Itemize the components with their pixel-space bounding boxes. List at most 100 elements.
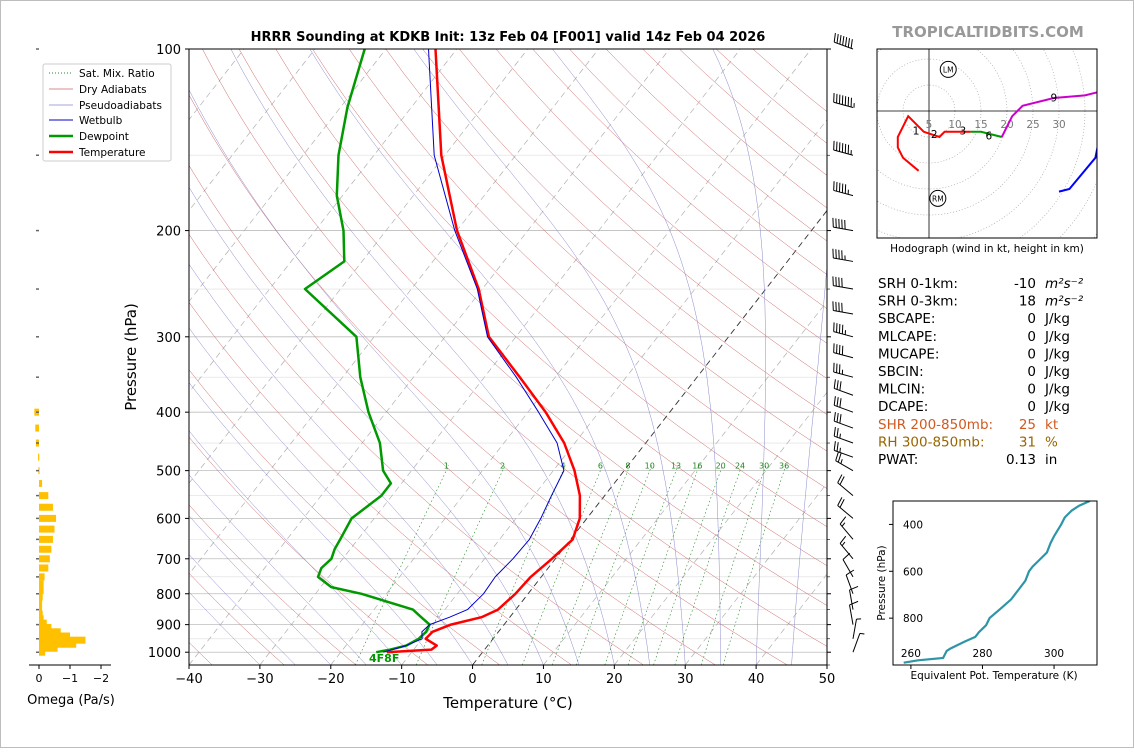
param-value: 0 (1027, 382, 1036, 398)
hodo-motion-label: RM (932, 194, 944, 203)
wind-barb (840, 536, 853, 559)
y-tick-label: 900 (156, 619, 181, 634)
theta-e-y-tick-label: 400 (903, 519, 923, 531)
wind-barb (834, 181, 853, 195)
y-tick-label: 800 (156, 588, 181, 603)
wind-barb-shaft (834, 190, 853, 195)
hodo-height-label: 3 (959, 125, 966, 137)
x-tick-label: 40 (748, 672, 765, 687)
omega-bar (39, 564, 48, 571)
param-value: 0.13 (1006, 452, 1036, 468)
param-label: SBCIN: (878, 364, 924, 380)
legend-label-pseudo: Pseudoadiabats (79, 100, 162, 112)
y-axis-label: Pressure (hPa) (122, 303, 140, 411)
hodo-height-label: 1 (913, 125, 920, 137)
param-label: RH 300-850mb: (878, 434, 985, 450)
theta-e-x-tick-label: 260 (901, 648, 921, 660)
wind-barb-shaft (834, 332, 853, 337)
x-tick-label: 50 (819, 672, 836, 687)
legend-label-mixratio: Sat. Mix. Ratio (79, 68, 155, 80)
hodograph-caption: Hodograph (wind in kt, height in km) (890, 243, 1084, 255)
omega-bars (34, 409, 85, 656)
hodo-height-label: 2 (931, 129, 938, 141)
omega-bar (39, 492, 48, 499)
param-unit: kt (1045, 417, 1058, 433)
wind-barb (834, 412, 853, 428)
wind-barb-feather (834, 379, 835, 388)
hodo-motion-label: LM (943, 65, 954, 74)
hodo-height-label: 6 (985, 131, 992, 143)
param-label: SRH 0-3km: (878, 294, 958, 310)
isotherm-line (331, 49, 811, 665)
y-tick-label: 700 (156, 553, 181, 568)
skewt-frame (189, 49, 827, 665)
legend-label-temperature: Temperature (78, 147, 146, 159)
legend-label-wetbulb: Wetbulb (79, 115, 123, 127)
dry-adiabat (349, 49, 1134, 665)
theta-e-x-tick-label: 300 (1044, 648, 1064, 660)
param-value: 25 (1019, 417, 1036, 433)
param-label: SBCAPE: (878, 311, 935, 327)
wetbulb-line (383, 49, 564, 652)
y-tick-label: 100 (156, 43, 181, 58)
dry-adiabat (533, 49, 1134, 665)
wind-barb-half-feather (840, 434, 841, 439)
omega-bar (39, 580, 44, 587)
pseudo-adiabat (231, 49, 614, 665)
wind-barb-half-feather (840, 448, 841, 453)
mixing-ratio-label: 1 (444, 462, 449, 471)
wind-barb (853, 619, 861, 639)
wind-barb-feather (843, 36, 844, 45)
mixing-ratio-label: 2 (500, 462, 505, 471)
wind-barb (834, 396, 853, 412)
param-value: -10 (1014, 276, 1036, 292)
omega-bar (39, 600, 42, 607)
dry-adiabat (92, 49, 643, 665)
hodo-ring-label: 30 (1052, 119, 1065, 131)
y-tick-label: 300 (156, 331, 181, 346)
x-tick-label: −30 (246, 672, 273, 687)
theta-e-y-tick-label: 800 (903, 613, 923, 625)
wind-barb-half-feather (841, 459, 842, 463)
dry-adiabat (166, 49, 788, 665)
x-tick-label: 20 (606, 672, 623, 687)
mixing-ratio-line (482, 465, 566, 665)
wind-barb-feather (845, 37, 846, 46)
wind-barb-half-feather (842, 523, 845, 527)
mixing-ratio-label: 30 (759, 462, 769, 471)
param-unit: % (1045, 434, 1058, 450)
dry-adiabat (313, 49, 1075, 665)
hodo-ring-label: 25 (1026, 119, 1039, 131)
wind-barb-feather (843, 553, 850, 559)
wind-barb-shaft (834, 102, 853, 107)
wind-barb-feather (840, 381, 841, 390)
param-label: SHR 200-850mb: (878, 417, 993, 433)
wind-barb-feather (848, 38, 849, 47)
omega-x-tick-label: −2 (93, 672, 109, 685)
param-value: 31 (1019, 434, 1036, 450)
param-unit: J/kg (1044, 382, 1070, 398)
legend-label-dewpoint: Dewpoint (79, 131, 129, 143)
mixing-ratio-line (628, 465, 699, 665)
param-label: MUCAPE: (878, 346, 939, 362)
param-value: 0 (1027, 346, 1036, 362)
legend-label-dry: Dry Adiabats (79, 84, 147, 96)
wind-barb-feather (834, 441, 835, 450)
temperature-line (387, 49, 580, 652)
wind-barb-feather (837, 442, 838, 451)
watermark: TROPICALTIDBITS.COM (892, 23, 1084, 41)
param-value: 0 (1027, 399, 1036, 415)
wind-barb-feather (834, 33, 835, 42)
surface-temp-label: 4F8F (369, 652, 399, 665)
omega-x-tick-label: 0 (36, 672, 43, 685)
theta-e-frame (893, 501, 1097, 665)
param-unit: J/kg (1044, 329, 1070, 345)
wind-barb-feather (837, 428, 838, 437)
mixing-ratio-label: 20 (716, 462, 726, 471)
pseudo-adiabat (792, 49, 836, 665)
omega-bar (39, 573, 45, 580)
omega-bar (39, 546, 51, 553)
x-tick-label: −10 (388, 672, 415, 687)
